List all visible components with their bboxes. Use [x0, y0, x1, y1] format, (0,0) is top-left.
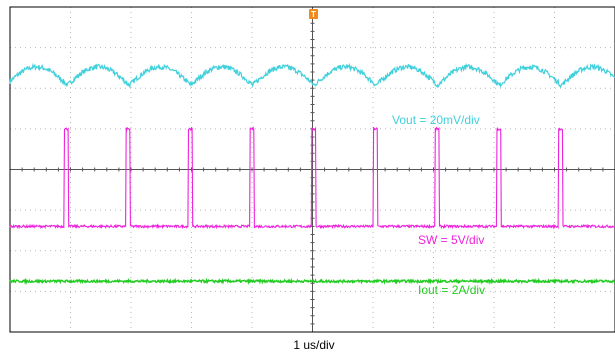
traces [9, 62, 615, 286]
iout-trace [9, 277, 615, 286]
trigger-marker-label: T [311, 10, 316, 19]
vout-channel-label: Vout = 20mV/div [392, 113, 480, 127]
plot-frame [9, 6, 615, 333]
trigger-marker-box [309, 9, 318, 19]
x-axis-label: 1 us/div [293, 338, 334, 352]
vout-trace [9, 62, 615, 89]
sw-trace [9, 125, 615, 230]
sw-channel-label: SW = 5V/div [418, 233, 484, 247]
grid [9, 6, 615, 333]
trigger-marker: T [309, 9, 318, 19]
iout-channel-label: Iout = 2A/div [418, 283, 485, 297]
